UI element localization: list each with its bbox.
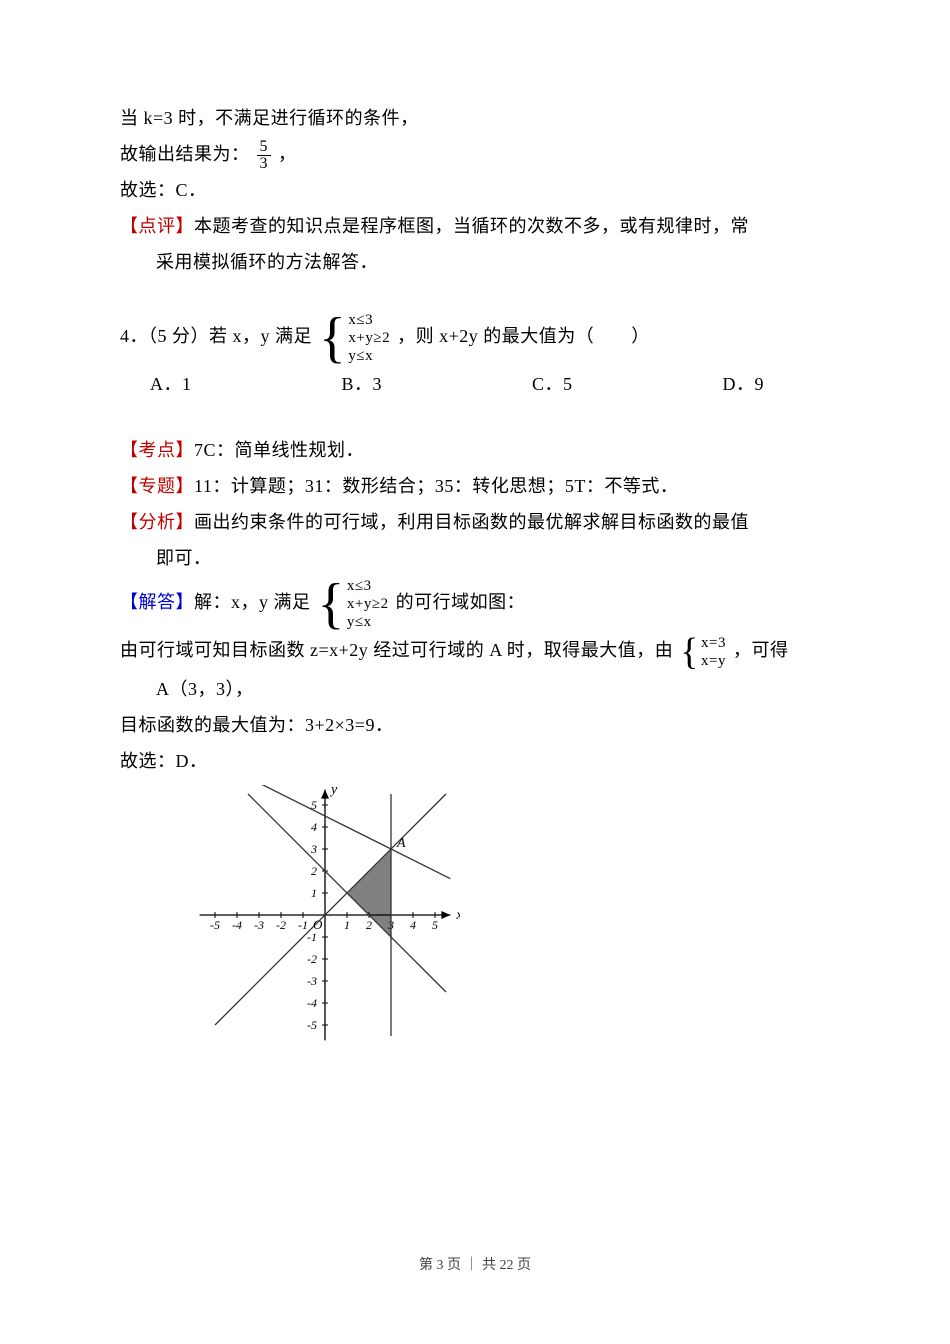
svg-text:-2: -2 xyxy=(276,918,286,932)
svg-text:2: 2 xyxy=(311,864,317,878)
opt-b: B．3 xyxy=(342,366,383,402)
frac-num: 5 xyxy=(257,139,272,156)
cond2-r2: x+y≥2 xyxy=(347,595,389,613)
fenxi-a: 画出约束条件的可行域，利用目标函数的最优解求解目标函数的最值 xyxy=(194,512,749,532)
cond-r3: y≤x xyxy=(348,347,390,365)
svg-text:-3: -3 xyxy=(254,918,264,932)
obj-line: 目标函数的最大值为：3+2×3=9． xyxy=(120,707,830,743)
comment-a: 本题考查的知识点是程序框图，当循环的次数不多，或有规律时，常 xyxy=(194,216,749,236)
jieda-a: 解：x，y 满足 xyxy=(194,593,311,613)
q4-cond-brace: { x≤3 x+y≥2 y≤x xyxy=(319,310,390,366)
svg-text:-4: -4 xyxy=(232,918,242,932)
jieda-cond-brace: { x≤3 x+y≥2 y≤x xyxy=(318,576,389,632)
frac-den: 3 xyxy=(257,156,272,172)
q4-stem: 4．（5 分）若 x，y 满足 { x≤3 x+y≥2 y≤x ，则 x+2y … xyxy=(120,310,830,366)
jieda-c: 的可行域如图： xyxy=(396,593,526,613)
q4-options: A．1 B．3 C．5 D．9 xyxy=(150,366,830,402)
footer-sep: ｜ xyxy=(465,1258,479,1273)
zhuanti-text: 11：计算题；31：数形结合；35：转化思想；5T：不等式． xyxy=(194,476,678,496)
prev-l2-b: ， xyxy=(278,144,297,164)
opt-d: D．9 xyxy=(723,366,765,402)
brace-icon: { xyxy=(680,633,699,671)
cond2-r3: y≤x xyxy=(347,613,389,631)
reg-b: ，可得 xyxy=(733,640,789,660)
frac-5-3: 5 3 xyxy=(257,139,272,172)
region-line: 由可行域可知目标函数 z=x+2y 经过可行域的 A 时，取得最大值，由 { x… xyxy=(120,632,830,671)
fenxi-b: 即可． xyxy=(120,540,830,576)
reg-a: 由可行域可知目标函数 z=x+2y 经过可行域的 A 时，取得最大值，由 xyxy=(120,640,673,660)
jieda-label: 【解答】 xyxy=(120,593,194,613)
svg-text:2: 2 xyxy=(366,918,372,932)
footer-page: 第 3 页 xyxy=(419,1258,461,1273)
sys-r1: x=3 xyxy=(701,634,726,652)
svg-text:-5: -5 xyxy=(210,918,220,932)
point-a: A（3，3）， xyxy=(120,671,830,707)
svg-text:-3: -3 xyxy=(307,974,317,988)
prev-line-2: 故输出结果为： 5 3 ， xyxy=(120,136,830,172)
prev-line-3: 故选：C． xyxy=(120,172,830,208)
sys-brace: { x=3 x=y xyxy=(680,633,726,671)
zhuanti-line: 【专题】11：计算题；31：数形结合；35：转化思想；5T：不等式． xyxy=(120,468,830,504)
svg-text:3: 3 xyxy=(310,842,317,856)
feasible-region-graph: -5-4-3-2-11234554321-1-2-3-4-5xyOA xyxy=(170,785,460,1045)
kaodian-text: 7C：简单线性规划． xyxy=(194,440,364,460)
q4-prefix: 4．（5 分）若 x，y 满足 xyxy=(120,327,312,347)
sys-r2: x=y xyxy=(701,652,726,670)
svg-text:-5: -5 xyxy=(307,1018,317,1032)
prev-comment-b: 采用模拟循环的方法解答． xyxy=(120,244,830,280)
sel-line: 故选：D． xyxy=(120,743,830,779)
svg-text:5: 5 xyxy=(432,918,438,932)
cond-r1: x≤3 xyxy=(348,311,390,329)
q4-suffix: ，则 x+2y 的最大值为（ ） xyxy=(397,327,650,347)
svg-text:O: O xyxy=(313,917,323,932)
jieda-line: 【解答】解：x，y 满足 { x≤3 x+y≥2 y≤x 的可行域如图： xyxy=(120,576,830,632)
zhuanti-label: 【专题】 xyxy=(120,476,194,496)
svg-text:-4: -4 xyxy=(307,996,317,1010)
footer-total: 共 22 页 xyxy=(482,1258,531,1273)
cond2-r1: x≤3 xyxy=(347,577,389,595)
brace-icon: { xyxy=(318,576,345,632)
svg-text:1: 1 xyxy=(311,886,317,900)
comment-label: 【点评】 xyxy=(120,216,194,236)
opt-c: C．5 xyxy=(532,366,573,402)
svg-text:4: 4 xyxy=(410,918,416,932)
kaodian-label: 【考点】 xyxy=(120,440,194,460)
svg-text:A: A xyxy=(396,836,406,851)
svg-text:x: x xyxy=(455,908,460,923)
fenxi-line: 【分析】画出约束条件的可行域，利用目标函数的最优解求解目标函数的最值 xyxy=(120,504,830,540)
brace-icon: { xyxy=(319,310,346,366)
svg-text:-2: -2 xyxy=(307,952,317,966)
cond-r2: x+y≥2 xyxy=(348,329,390,347)
svg-text:1: 1 xyxy=(344,918,350,932)
prev-l2-a: 故输出结果为： xyxy=(120,144,250,164)
prev-line-1: 当 k=3 时，不满足进行循环的条件， xyxy=(120,100,830,136)
prev-comment: 【点评】本题考查的知识点是程序框图，当循环的次数不多，或有规律时，常 xyxy=(120,208,830,244)
svg-text:4: 4 xyxy=(311,820,317,834)
kaodian-line: 【考点】7C：简单线性规划． xyxy=(120,432,830,468)
page-footer: 第 3 页 ｜ 共 22 页 xyxy=(0,1254,950,1274)
svg-text:y: y xyxy=(329,785,338,798)
opt-a: A．1 xyxy=(150,366,192,402)
fenxi-label: 【分析】 xyxy=(120,512,194,532)
